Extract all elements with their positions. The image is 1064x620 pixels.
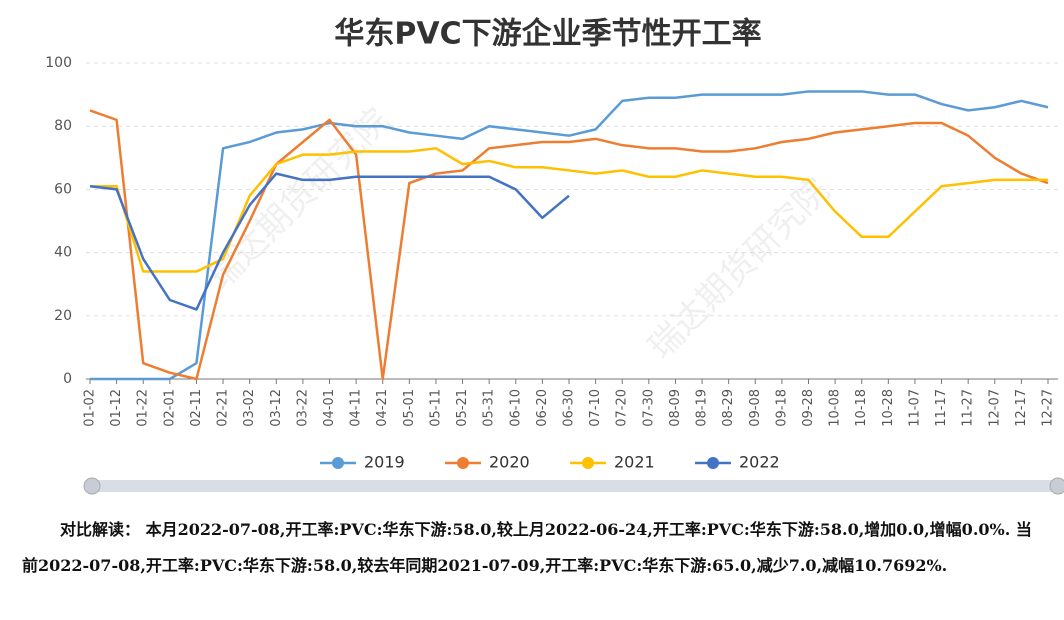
x-tick-label: 05-21 (455, 389, 470, 427)
legend-label: 2020 (489, 453, 530, 472)
y-tick-label: 40 (54, 245, 72, 261)
x-tick-label: 11-17 (934, 389, 949, 427)
x-tick-label: 03-02 (242, 389, 257, 427)
x-tick-label: 06-20 (535, 389, 550, 427)
chart-title: 华东PVC下游企业季节性开工率 (334, 17, 761, 52)
x-tick-label: 06-10 (508, 389, 523, 427)
legend-label: 2022 (739, 453, 780, 472)
y-tick-label: 80 (54, 118, 72, 134)
x-tick-label: 09-08 (748, 389, 763, 427)
y-tick-label: 100 (45, 55, 72, 71)
series-line (90, 90, 1049, 381)
y-tick-label: 0 (63, 371, 72, 387)
x-tick-label: 04-11 (349, 389, 364, 427)
x-tick-label: 03-12 (269, 389, 284, 427)
x-tick-label: 05-11 (428, 389, 443, 427)
x-tick-label: 07-30 (641, 389, 656, 427)
x-tick-label: 02-21 (216, 389, 231, 427)
x-tick-label: 01-22 (136, 389, 151, 427)
x-tick-label: 02-01 (162, 389, 177, 427)
x-tick-label: 05-01 (402, 389, 417, 427)
y-tick-label: 60 (54, 181, 72, 197)
x-tick-label: 08-09 (668, 389, 683, 427)
note: 对比解读： 本月2022-07-08,开工率:PVC:华东下游:58.0,较上月… (22, 520, 1032, 575)
zoom-handle[interactable] (83, 477, 101, 495)
x-tick-label: 11-07 (907, 389, 922, 427)
x-tick-label: 12-07 (987, 389, 1002, 427)
zoom-handle[interactable] (1049, 477, 1064, 495)
chart: 华东PVC下游企业季节性开工率 瑞达期货研究院 瑞达期货研究院 02040608… (45, 17, 1064, 495)
legend-marker (457, 457, 469, 469)
legend-label: 2021 (614, 453, 655, 472)
x-tick-label: 12-17 (1014, 389, 1029, 427)
x-tick-label: 01-12 (109, 389, 124, 427)
x-tick-label: 07-20 (615, 389, 630, 427)
x-tick-label: 03-22 (295, 389, 310, 427)
series-line (90, 147, 1048, 273)
x-tick-label: 02-11 (189, 389, 204, 427)
x-tick-label: 04-21 (375, 389, 390, 427)
x-tick-label: 07-10 (588, 389, 603, 427)
series-line (89, 109, 1049, 381)
x-tick-label: 09-28 (801, 389, 816, 427)
x-tick-label: 11-27 (961, 389, 976, 427)
y-tick-label: 20 (54, 308, 72, 324)
legend-marker (332, 457, 344, 469)
x-tick-label: 12-27 (1041, 389, 1056, 427)
x-tick-label: 08-19 (695, 389, 710, 427)
x-tick-label: 08-29 (721, 389, 736, 427)
legend-label: 2019 (364, 453, 405, 472)
x-tick-label: 10-08 (828, 389, 843, 427)
x-tick-label: 05-31 (482, 389, 497, 427)
x-tick-label: 10-28 (881, 389, 896, 427)
series-line (89, 172, 570, 311)
x-tick-label: 06-30 (562, 389, 577, 427)
x-tick-label: 10-18 (854, 389, 869, 427)
x-tick-label: 09-18 (774, 389, 789, 427)
legend-marker (707, 457, 719, 469)
x-tick-label: 01-02 (83, 389, 98, 427)
watermark: 瑞达期货研究院 (641, 171, 838, 368)
legend-marker (582, 457, 594, 469)
zoom-slider[interactable] (88, 480, 1058, 492)
x-tick-label: 04-01 (322, 389, 337, 427)
